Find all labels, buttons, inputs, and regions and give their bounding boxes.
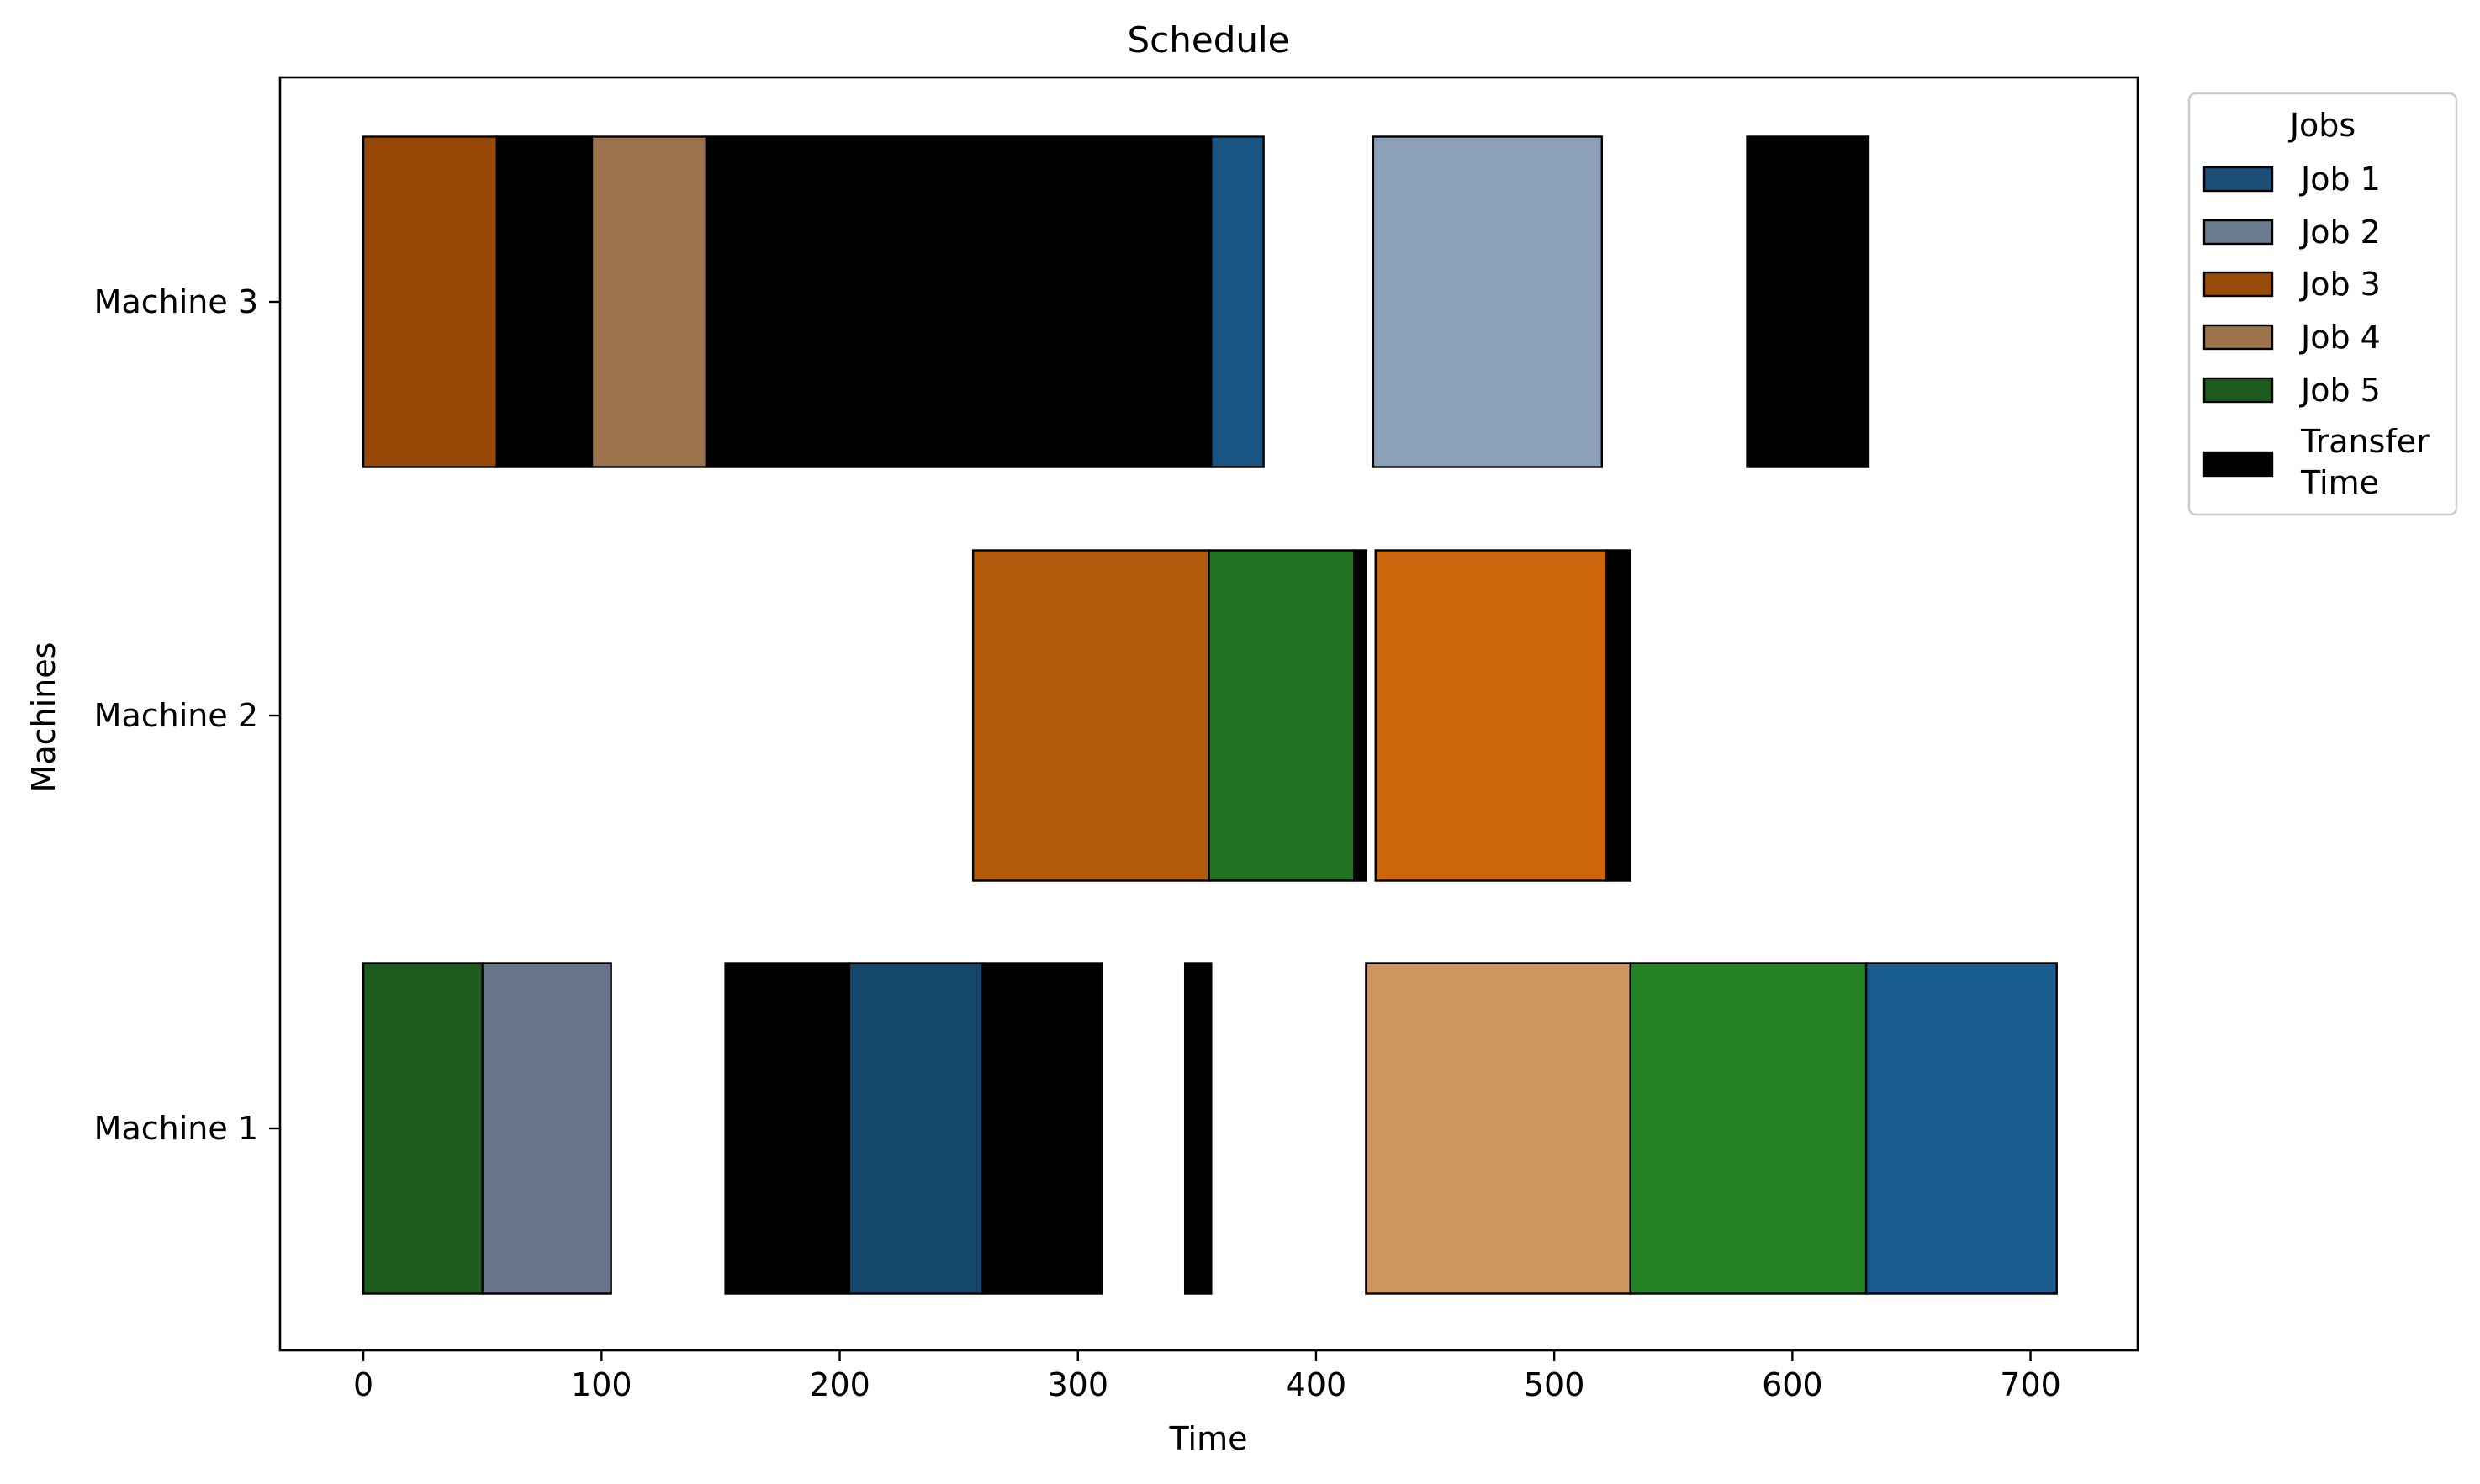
legend-label-job-5: Job 5 xyxy=(2299,372,2381,409)
y-axis-ticks: Machine 1 Machine 2 Machine 3 xyxy=(94,283,280,1147)
y-tick-label-machine-2: Machine 2 xyxy=(94,697,258,734)
x-tick-label-600: 600 xyxy=(1762,1366,1823,1403)
legend-frame xyxy=(2187,92,2458,516)
task-bar-machine-3-transfer-time-20 xyxy=(1746,135,1870,468)
task-bars xyxy=(362,135,2058,1295)
x-tick-label-300: 300 xyxy=(1047,1366,1108,1403)
task-bar-machine-1-job-1-8 xyxy=(1864,962,2058,1295)
x-axis-label: Time xyxy=(1169,1420,1248,1457)
task-bar-machine-3-transfer-time-15 xyxy=(495,135,594,468)
legend-swatch-job-1 xyxy=(2202,166,2274,193)
legend-swatch-job-5 xyxy=(2202,377,2274,404)
task-bar-machine-1-job-4-6 xyxy=(1365,962,1631,1295)
x-tick-label-400: 400 xyxy=(1286,1366,1347,1403)
chart-title: Schedule xyxy=(1128,19,1290,61)
task-bar-machine-1-transfer-time-2 xyxy=(724,962,851,1295)
x-tick-label-500: 500 xyxy=(1524,1366,1585,1403)
task-bar-machine-1-transfer-time-5 xyxy=(1183,962,1213,1295)
task-bar-machine-3-job-4-16 xyxy=(590,135,708,468)
plot-frame xyxy=(278,76,2139,1352)
task-bar-machine-2-transfer-time-11 xyxy=(1353,549,1367,882)
legend-label-job-2: Job 2 xyxy=(2299,214,2381,251)
task-bar-machine-2-job-3-12 xyxy=(1374,549,1608,882)
legend-swatch-job-2 xyxy=(2202,219,2274,246)
task-bar-machine-2-transfer-time-13 xyxy=(1605,549,1631,882)
task-bar-machine-2-job-3-9 xyxy=(971,549,1210,882)
task-bar-machine-3-transfer-time-17 xyxy=(705,135,1213,468)
task-bar-machine-1-job-2-1 xyxy=(481,962,612,1295)
legend-label-job-1: Job 1 xyxy=(2299,161,2381,198)
legend-label-transfer-time: Transfer Time xyxy=(2300,423,2430,501)
task-bar-machine-2-job-5-10 xyxy=(1208,549,1356,882)
x-axis-ticks: 0 100 200 300 400 500 600 700 xyxy=(353,1350,2061,1403)
legend: Jobs Job 1 Job 2 Job 3 Job 4 Job 5 Transfer Ti… xyxy=(2187,92,2458,516)
task-bar-machine-3-job-1-18 xyxy=(1210,135,1265,468)
task-bar-machine-1-transfer-time-4 xyxy=(981,962,1103,1295)
task-bar-machine-3-job-3-14 xyxy=(362,135,498,468)
legend-label-job-4: Job 4 xyxy=(2299,319,2381,356)
task-bar-machine-3-job-2-19 xyxy=(1372,135,1603,468)
x-tick-label-700: 700 xyxy=(2000,1366,2061,1403)
y-tick-label-machine-1: Machine 1 xyxy=(94,1110,258,1147)
task-bar-machine-1-job-5-7 xyxy=(1629,962,1868,1295)
legend-swatch-transfer-time xyxy=(2202,451,2274,478)
legend-swatch-job-4 xyxy=(2202,324,2274,351)
x-tick-label-100: 100 xyxy=(571,1366,632,1403)
x-tick-label-0: 0 xyxy=(353,1366,373,1403)
legend-entries: Job 1 Job 2 Job 3 Job 4 Job 5 Transfer Time xyxy=(2202,161,2430,501)
x-tick-label-200: 200 xyxy=(809,1366,870,1403)
legend-label-job-3: Job 3 xyxy=(2299,266,2381,303)
task-bar-machine-1-job-5-0 xyxy=(362,962,484,1295)
legend-swatch-job-3 xyxy=(2202,271,2274,298)
task-bar-machine-1-job-1-3 xyxy=(848,962,984,1295)
legend-title: Jobs xyxy=(2288,107,2356,144)
y-axis-label: Machines xyxy=(25,642,62,793)
y-tick-label-machine-3: Machine 3 xyxy=(94,283,258,320)
